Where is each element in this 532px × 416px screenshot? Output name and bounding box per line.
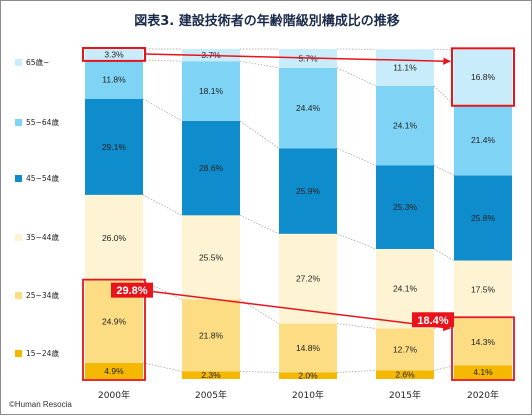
x-axis-label: 2010年 (292, 389, 324, 401)
copyright-text: ©Human Resocia (9, 400, 72, 409)
connector-line (337, 324, 376, 329)
connector-line (240, 121, 279, 148)
connector-line (434, 365, 454, 370)
bars (85, 49, 512, 379)
legend-swatch (15, 234, 22, 241)
data-label: 4.1% (473, 367, 493, 377)
connector-line (337, 148, 376, 165)
callout-2000-text: 29.8% (116, 285, 147, 297)
data-label: 14.8% (296, 343, 321, 353)
connector-line (337, 68, 376, 86)
data-label: 21.4% (471, 135, 496, 145)
data-label: 16.8% (471, 72, 496, 82)
data-label: 4.9% (104, 366, 124, 376)
data-label: 28.6% (199, 163, 224, 173)
data-label: 27.2% (296, 274, 321, 284)
data-label: 11.8% (102, 74, 126, 84)
data-label: 2.3% (201, 370, 221, 380)
data-label: 2.0% (298, 371, 318, 381)
data-label: 2.6% (395, 370, 415, 380)
legend-swatch (15, 175, 22, 182)
data-label: 25.5% (199, 252, 224, 262)
legend-label: 15~24歳 (26, 348, 59, 358)
legend-swatch (15, 59, 22, 66)
legend-label: 65歳~ (26, 57, 49, 67)
data-label: 25.8% (471, 213, 496, 223)
x-axis-label: 2000年 (98, 389, 130, 401)
legend-label: 45~54歳 (26, 173, 59, 183)
legend-swatch (15, 119, 22, 126)
x-axis-label: 2005年 (195, 389, 227, 401)
data-label: 25.3% (393, 202, 418, 212)
data-label: 24.1% (393, 121, 418, 131)
legend-label: 25~34歳 (26, 290, 59, 300)
x-axis-labels: 2000年 2005年 2010年 2015年 2020年 (98, 389, 499, 401)
connector-line (240, 371, 279, 372)
connector-line (337, 370, 376, 372)
legend-label: 55~64歳 (26, 117, 59, 127)
legend-swatch (15, 350, 22, 357)
connector-line (143, 195, 182, 215)
data-label: 12.7% (393, 344, 418, 354)
connector-line (143, 99, 182, 121)
callout-2020-text: 18.4% (417, 315, 448, 327)
connector-line (143, 363, 182, 372)
x-axis-label: 2015年 (389, 389, 421, 401)
data-label: 21.8% (199, 330, 224, 340)
legend-label: 35~44歳 (26, 232, 59, 242)
data-label: 26.0% (102, 233, 127, 243)
data-label: 18.1% (199, 86, 224, 96)
connector-line (240, 215, 279, 233)
data-label: 14.3% (471, 337, 496, 347)
chart-title: 図表3. 建設技術者の年齢階級別構成比の推移 (134, 13, 400, 29)
x-axis-label: 2020年 (467, 389, 499, 401)
data-label: 24.4% (296, 103, 321, 113)
data-label: 11.1% (393, 63, 417, 73)
connector-line (337, 234, 376, 249)
data-label: 24.1% (393, 284, 418, 294)
data-label: 25.9% (296, 186, 321, 196)
data-label: 3.3% (104, 49, 124, 59)
data-label: 29.1% (102, 142, 127, 152)
data-label: 17.5% (471, 284, 496, 294)
data-label: 24.9% (102, 317, 127, 327)
legend: 65歳~ 55~64歳 45~54歳 35~44歳 25~34歳 15~24歳 (15, 57, 59, 358)
connector-line (143, 60, 182, 61)
connector-line (434, 165, 454, 175)
connector-line (434, 249, 454, 261)
legend-swatch (15, 292, 22, 299)
connector-line (240, 61, 279, 68)
